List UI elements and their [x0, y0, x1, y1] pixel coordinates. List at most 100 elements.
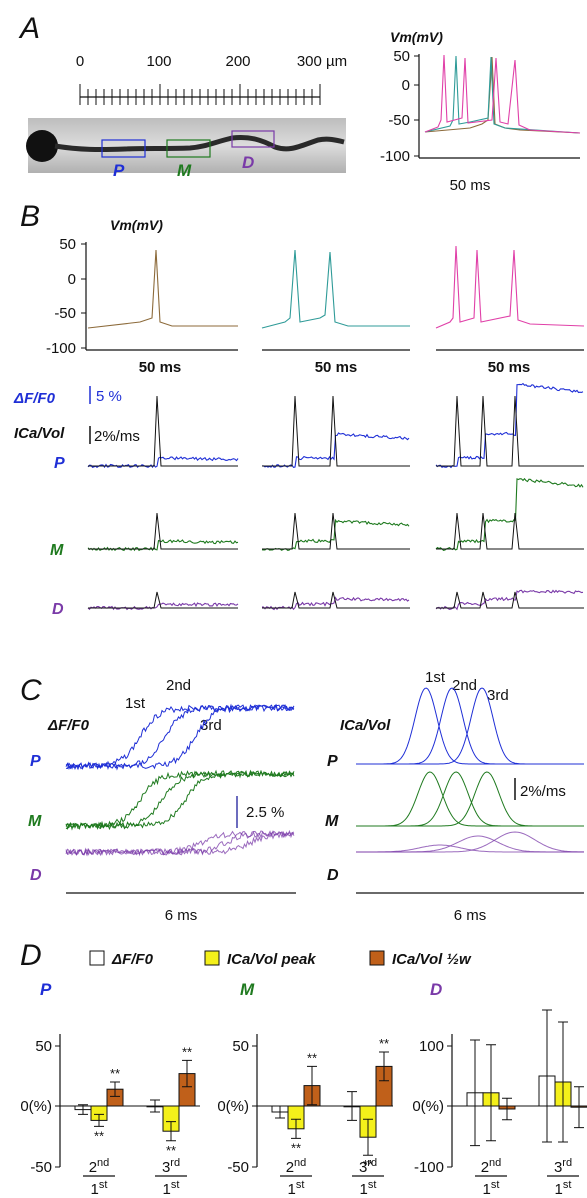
region-label-p: P — [113, 161, 125, 180]
c-order-3rd-right: 3rd — [487, 687, 509, 704]
d-subplot-label-d: D — [430, 980, 442, 999]
b-ica-trace-p-3 — [436, 395, 584, 467]
b-vm-axis-label: Vm(mV) — [110, 217, 163, 233]
d-significance-p-2-peak: ** — [166, 1143, 176, 1158]
b-vm-trace-2 — [261, 249, 410, 329]
d-y-tick-label-m-2: -50 — [227, 1159, 249, 1176]
d-errorbar-m-1-peak — [291, 1118, 301, 1139]
b-ica-trace-p-1 — [88, 395, 238, 467]
c-dff-trace-m-3 — [65, 769, 295, 831]
b-vm-axis: 50 0 -50 -100 — [46, 236, 87, 357]
d-y-tick-label-p-1: 0(%) — [20, 1098, 52, 1115]
d-y-tick-label-d-0: 100 — [419, 1038, 444, 1055]
d-group-numerator: 3rd — [554, 1157, 572, 1176]
legend-label-peak: ICa/Vol peak — [227, 951, 316, 968]
d-significance-m-1-peak: ** — [291, 1140, 301, 1155]
b-time-scale-1: 50 ms — [139, 359, 182, 376]
legend-label-dff: ΔF/F0 — [111, 951, 154, 968]
c-ica-trace-d-3 — [356, 831, 584, 853]
c-order-2nd-right: 2nd — [452, 677, 477, 694]
roi-m — [166, 139, 211, 158]
b-ica-trace-m-3 — [436, 512, 584, 550]
panel-label-a: A — [18, 12, 40, 45]
b-ica-trace-m-2 — [262, 512, 410, 550]
c-row-label-d-right: D — [327, 867, 339, 884]
region-label-d: D — [242, 153, 254, 172]
d-errorbar-d-2-hw — [574, 1086, 584, 1129]
legend-swatch-peak — [204, 950, 220, 966]
d-significance-p-1-hw: ** — [110, 1066, 120, 1081]
b-ica-trace-d-2 — [262, 591, 410, 609]
vm-trace-3 — [424, 54, 581, 134]
d-subplot-label-m: M — [240, 980, 255, 999]
d-errorbar-p-2-peak — [166, 1121, 176, 1142]
d-group-denominator: 1st — [483, 1179, 500, 1198]
d-errorbar-m-2-dff — [347, 1091, 357, 1121]
vm-axis-label: Vm(mV) — [390, 29, 443, 45]
c-order-1st-left: 1st — [125, 695, 146, 712]
b-row-label-p: P — [54, 455, 65, 472]
ruler-label-100: 100 — [146, 53, 171, 70]
d-group-numerator: 2nd — [89, 1157, 110, 1176]
dendrite-image — [26, 118, 346, 173]
b-vm-tick-50: 50 — [59, 236, 76, 253]
ruler-label-300: 300 µm — [297, 53, 347, 70]
c-ica-trace-d-1 — [356, 844, 584, 853]
b-dff-trace-p-3 — [435, 382, 584, 469]
c-row-label-d-left: D — [30, 867, 42, 884]
b-dff-trace-d-3 — [435, 589, 584, 611]
d-errorbar-d-1-hw — [502, 1097, 512, 1121]
d-group-denominator: 1st — [288, 1179, 305, 1198]
b-dff-trace-m-3 — [435, 477, 584, 552]
d-errorbar-d-2-peak — [558, 1021, 568, 1143]
legend-label-hw: ICa/Vol ½w — [392, 951, 472, 968]
b-vm-tick-neg100: -100 — [46, 340, 76, 357]
d-significance-m-2-peak: ** — [363, 1157, 373, 1172]
d-group-denominator: 1st — [163, 1179, 180, 1198]
c-row-label-m-right: M — [325, 813, 339, 830]
d-errorbar-m-1-hw — [307, 1065, 317, 1106]
d-significance-m-2-hw: ** — [379, 1036, 389, 1051]
d-significance-p-2-hw: ** — [182, 1044, 192, 1059]
d-y-tick-label-p-0: 50 — [35, 1038, 52, 1055]
b-vm-tick-neg50: -50 — [54, 305, 76, 322]
d-legend: ΔF/F0 ICa/Vol peak ICa/Vol ½w — [89, 950, 472, 968]
b-vm-tick-0: 0 — [68, 271, 76, 288]
panel-label-c: C — [20, 674, 42, 707]
d-errorbar-p-2-dff — [150, 1099, 160, 1113]
b-vm-trace-3 — [435, 245, 585, 329]
scale-ruler: 0 100 200 300 µm — [76, 53, 347, 105]
d-bar-charts: 500(%)-50****2nd1st****3rd1st500(%)-50**… — [20, 1009, 587, 1198]
c-ica-scale: 2%/ms — [520, 783, 566, 800]
c-order-1st-right: 1st — [425, 669, 446, 686]
b-vm-trace-1 — [87, 249, 238, 329]
d-errorbar-d-2-dff — [542, 1009, 552, 1143]
c-dff-trace-d-3 — [65, 830, 295, 857]
c-row-label-p-left: P — [30, 753, 41, 770]
d-group-denominator: 1st — [360, 1179, 377, 1198]
d-errorbar-p-1-hw — [110, 1081, 120, 1097]
c-ica-trace-m-3 — [356, 771, 584, 827]
d-group-numerator: 3rd — [359, 1157, 377, 1176]
d-group-numerator: 2nd — [286, 1157, 307, 1176]
c-row-label-m-left: M — [28, 813, 42, 830]
d-y-tick-label-d-1: 0(%) — [412, 1098, 444, 1115]
d-errorbar-p-2-hw — [182, 1059, 192, 1088]
b-row-label-d: D — [52, 601, 64, 618]
c-time-scale-left: 6 ms — [165, 907, 198, 924]
c-dff-trace-p-3 — [65, 704, 295, 771]
b-ica-trace-d-1 — [88, 591, 238, 609]
c-order-3rd-left: 3rd — [200, 717, 222, 734]
d-group-denominator: 1st — [555, 1179, 572, 1198]
c-time-scale-right: 6 ms — [454, 907, 487, 924]
legend-swatch-dff — [89, 950, 105, 966]
c-row-label-p-right: P — [327, 753, 338, 770]
c-ica-label: ICa/Vol — [340, 717, 391, 734]
d-group-denominator: 1st — [91, 1179, 108, 1198]
vm-trace-1 — [424, 56, 581, 134]
b-ica-trace-p-2 — [262, 395, 410, 467]
b-ica-trace-d-3 — [436, 591, 584, 609]
b-calcium-traces — [87, 382, 584, 611]
b-time-scale-3: 50 ms — [488, 359, 531, 376]
